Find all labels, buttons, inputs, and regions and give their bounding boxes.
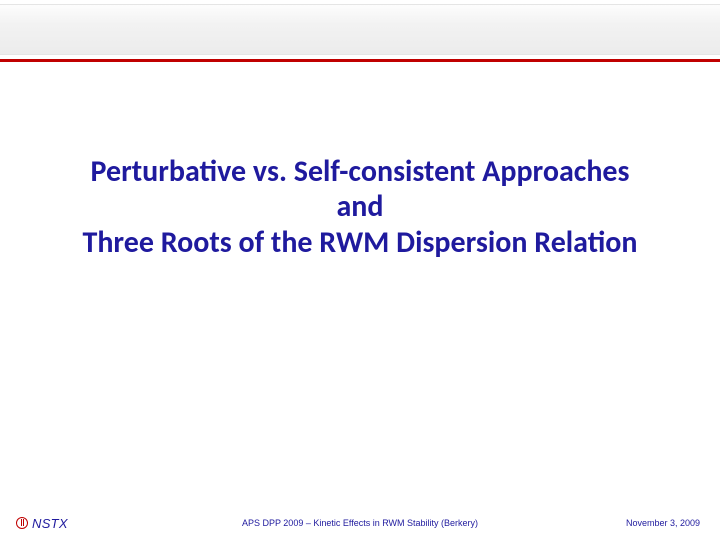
title-line-1: Perturbative vs. Self-consistent Approac… (18, 154, 702, 189)
footer-left: NSTX (0, 516, 170, 531)
footer-date: November 3, 2009 (550, 518, 720, 528)
title-line-3: Three Roots of the RWM Dispersion Relati… (18, 225, 702, 260)
footer-nstx-label: NSTX (32, 516, 68, 531)
slide-title: Perturbative vs. Self-consistent Approac… (0, 154, 720, 260)
footer: NSTX APS DPP 2009 – Kinetic Effects in R… (0, 514, 720, 532)
header-band (0, 4, 720, 55)
footer-center-text: APS DPP 2009 – Kinetic Effects in RWM St… (170, 518, 550, 528)
title-line-2: and (18, 189, 702, 224)
nstx-logo-icon (16, 517, 28, 529)
header-red-rule (0, 59, 720, 62)
